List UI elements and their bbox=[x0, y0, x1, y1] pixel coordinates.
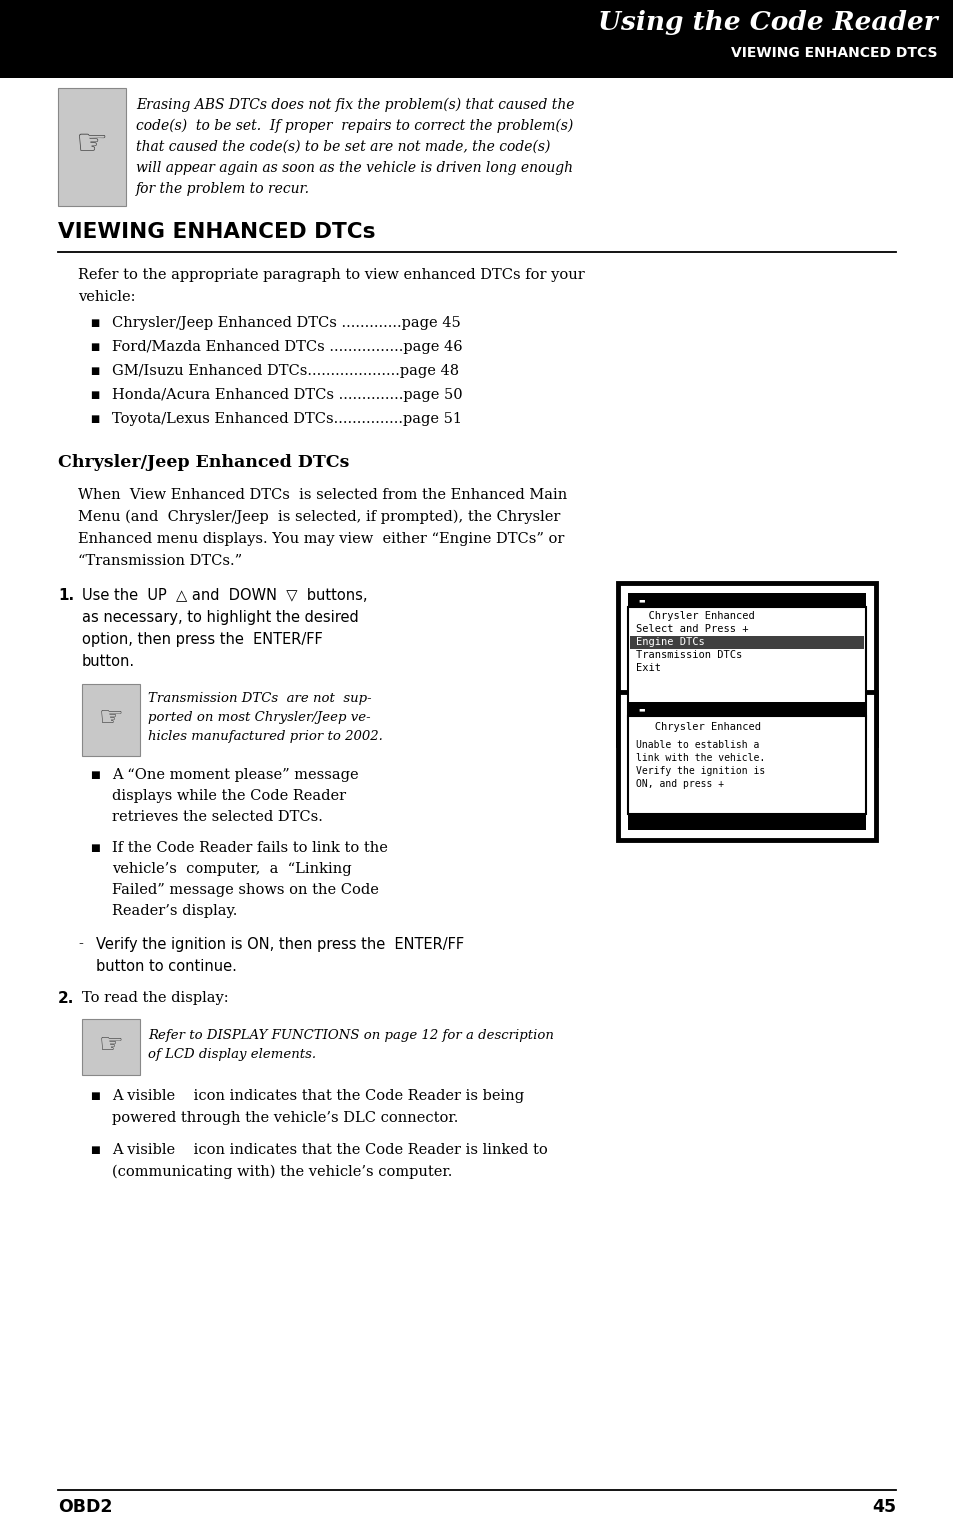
Text: button to continue.: button to continue. bbox=[96, 959, 236, 974]
Text: code(s)  to be set.  If proper  repairs to correct the problem(s): code(s) to be set. If proper repairs to … bbox=[136, 119, 573, 133]
Text: ▬: ▬ bbox=[638, 705, 644, 712]
Text: Use the  UP  △ and  DOWN  ▽  buttons,: Use the UP △ and DOWN ▽ buttons, bbox=[82, 588, 367, 603]
Text: Toyota/Lexus Enhanced DTCs...............page 51: Toyota/Lexus Enhanced DTCs..............… bbox=[112, 412, 461, 426]
Bar bbox=[618, 692, 875, 840]
Text: ■: ■ bbox=[90, 1145, 100, 1154]
Text: Ford/Mazda Enhanced DTCs ................page 46: Ford/Mazda Enhanced DTCs ...............… bbox=[112, 341, 462, 354]
Bar bbox=[627, 608, 865, 719]
Text: button.: button. bbox=[82, 654, 135, 669]
Text: ■: ■ bbox=[90, 770, 100, 780]
Text: A “One moment please” message: A “One moment please” message bbox=[112, 768, 358, 782]
Text: (communicating with) the vehicle’s computer.: (communicating with) the vehicle’s compu… bbox=[112, 1165, 452, 1179]
Text: 2.: 2. bbox=[58, 991, 74, 1006]
Text: 45: 45 bbox=[871, 1498, 895, 1516]
Bar bbox=[627, 719, 865, 734]
Text: Transmission DTCs: Transmission DTCs bbox=[636, 651, 741, 660]
Text: A visible    icon indicates that the Code Reader is linked to: A visible icon indicates that the Code R… bbox=[112, 1144, 547, 1157]
Text: powered through the vehicle’s DLC connector.: powered through the vehicle’s DLC connec… bbox=[112, 1112, 457, 1125]
Text: as necessary, to highlight the desired: as necessary, to highlight the desired bbox=[82, 609, 358, 625]
Bar bbox=[82, 684, 140, 756]
Text: Honda/Acura Enhanced DTCs ..............page 50: Honda/Acura Enhanced DTCs ..............… bbox=[112, 388, 462, 402]
Text: VIEWING ENHANCED DTCS: VIEWING ENHANCED DTCS bbox=[731, 46, 937, 60]
Text: ■: ■ bbox=[90, 342, 99, 353]
Text: ■: ■ bbox=[90, 318, 99, 328]
Text: vehicle:: vehicle: bbox=[78, 290, 135, 304]
Text: retrieves the selected DTCs.: retrieves the selected DTCs. bbox=[112, 809, 322, 825]
Bar bbox=[627, 702, 865, 716]
Text: 1.: 1. bbox=[58, 588, 74, 603]
Text: Refer to DISPLAY FUNCTIONS on page 12 for a description: Refer to DISPLAY FUNCTIONS on page 12 fo… bbox=[148, 1029, 554, 1041]
Text: ☞: ☞ bbox=[98, 704, 123, 731]
Text: displays while the Code Reader: displays while the Code Reader bbox=[112, 789, 346, 803]
Text: ☞: ☞ bbox=[98, 1031, 123, 1060]
Text: Transmission DTCs  are not  sup-: Transmission DTCs are not sup- bbox=[148, 692, 372, 705]
Text: of LCD display elements.: of LCD display elements. bbox=[148, 1048, 315, 1061]
Text: OBD2: OBD2 bbox=[58, 1498, 112, 1516]
Bar bbox=[618, 583, 875, 745]
Text: Reader’s display.: Reader’s display. bbox=[112, 904, 237, 918]
Text: GM/Isuzu Enhanced DTCs....................page 48: GM/Isuzu Enhanced DTCs..................… bbox=[112, 363, 458, 379]
Text: When  View Enhanced DTCs  is selected from the Enhanced Main: When View Enhanced DTCs is selected from… bbox=[78, 489, 567, 502]
Text: ■: ■ bbox=[90, 1090, 100, 1101]
Text: If the Code Reader fails to link to the: If the Code Reader fails to link to the bbox=[112, 841, 388, 855]
Text: Verify the ignition is ON, then press the  ENTER/FF: Verify the ignition is ON, then press th… bbox=[96, 938, 464, 951]
Text: will appear again as soon as the vehicle is driven long enough: will appear again as soon as the vehicle… bbox=[136, 160, 573, 176]
Text: option, then press the  ENTER/FF: option, then press the ENTER/FF bbox=[82, 632, 322, 647]
Text: hicles manufactured prior to 2002.: hicles manufactured prior to 2002. bbox=[148, 730, 382, 744]
Text: ON, and press +: ON, and press + bbox=[636, 779, 723, 789]
Bar bbox=[629, 637, 863, 649]
Text: vehicle’s  computer,  a  “Linking: vehicle’s computer, a “Linking bbox=[112, 863, 352, 876]
Text: VIEWING ENHANCED DTCs: VIEWING ENHANCED DTCs bbox=[58, 221, 375, 241]
Text: Chrysler Enhanced: Chrysler Enhanced bbox=[636, 722, 760, 731]
Bar bbox=[627, 716, 865, 814]
Bar bbox=[82, 1019, 140, 1075]
Text: “Transmission DTCs.”: “Transmission DTCs.” bbox=[78, 554, 242, 568]
Bar bbox=[0, 0, 953, 78]
Text: ■: ■ bbox=[90, 389, 99, 400]
Text: Chrysler/Jeep Enhanced DTCs: Chrysler/Jeep Enhanced DTCs bbox=[58, 454, 349, 470]
Text: Enhanced menu displays. You may view  either “Engine DTCs” or: Enhanced menu displays. You may view eit… bbox=[78, 531, 564, 547]
Text: Chrysler Enhanced: Chrysler Enhanced bbox=[636, 611, 754, 621]
Text: ■: ■ bbox=[90, 414, 99, 425]
Text: Menu (and  Chrysler/Jeep  is selected, if prompted), the Chrysler: Menu (and Chrysler/Jeep is selected, if … bbox=[78, 510, 559, 524]
Text: Refer to the appropriate paragraph to view enhanced DTCs for your: Refer to the appropriate paragraph to vi… bbox=[78, 269, 584, 282]
Text: Using the Code Reader: Using the Code Reader bbox=[598, 11, 937, 35]
Text: Exit: Exit bbox=[636, 663, 660, 673]
Text: ☞: ☞ bbox=[75, 127, 108, 160]
Text: Failed” message shows on the Code: Failed” message shows on the Code bbox=[112, 883, 378, 896]
Bar bbox=[627, 592, 865, 608]
Text: Select and Press +: Select and Press + bbox=[636, 625, 748, 634]
Text: Engine DTCs: Engine DTCs bbox=[636, 637, 704, 647]
Text: A visible    icon indicates that the Code Reader is being: A visible icon indicates that the Code R… bbox=[112, 1089, 523, 1102]
Text: ■: ■ bbox=[90, 843, 100, 854]
Text: -: - bbox=[78, 938, 83, 951]
Text: Chrysler/Jeep Enhanced DTCs .............page 45: Chrysler/Jeep Enhanced DTCs ............… bbox=[112, 316, 460, 330]
Text: ■: ■ bbox=[90, 366, 99, 376]
Text: Unable to establish a: Unable to establish a bbox=[636, 741, 759, 750]
Text: link with the vehicle.: link with the vehicle. bbox=[636, 753, 764, 764]
Text: that caused the code(s) to be set are not made, the code(s): that caused the code(s) to be set are no… bbox=[136, 140, 550, 154]
Text: for the problem to recur.: for the problem to recur. bbox=[136, 182, 310, 195]
Text: Verify the ignition is: Verify the ignition is bbox=[636, 767, 764, 776]
Text: ▬: ▬ bbox=[638, 597, 644, 603]
Bar bbox=[627, 814, 865, 831]
Text: To read the display:: To read the display: bbox=[82, 991, 229, 1005]
Bar bbox=[58, 89, 126, 206]
Text: ported on most Chrysler/Jeep ve-: ported on most Chrysler/Jeep ve- bbox=[148, 712, 370, 724]
Text: Erasing ABS DTCs does not fix the problem(s) that caused the: Erasing ABS DTCs does not fix the proble… bbox=[136, 98, 574, 113]
